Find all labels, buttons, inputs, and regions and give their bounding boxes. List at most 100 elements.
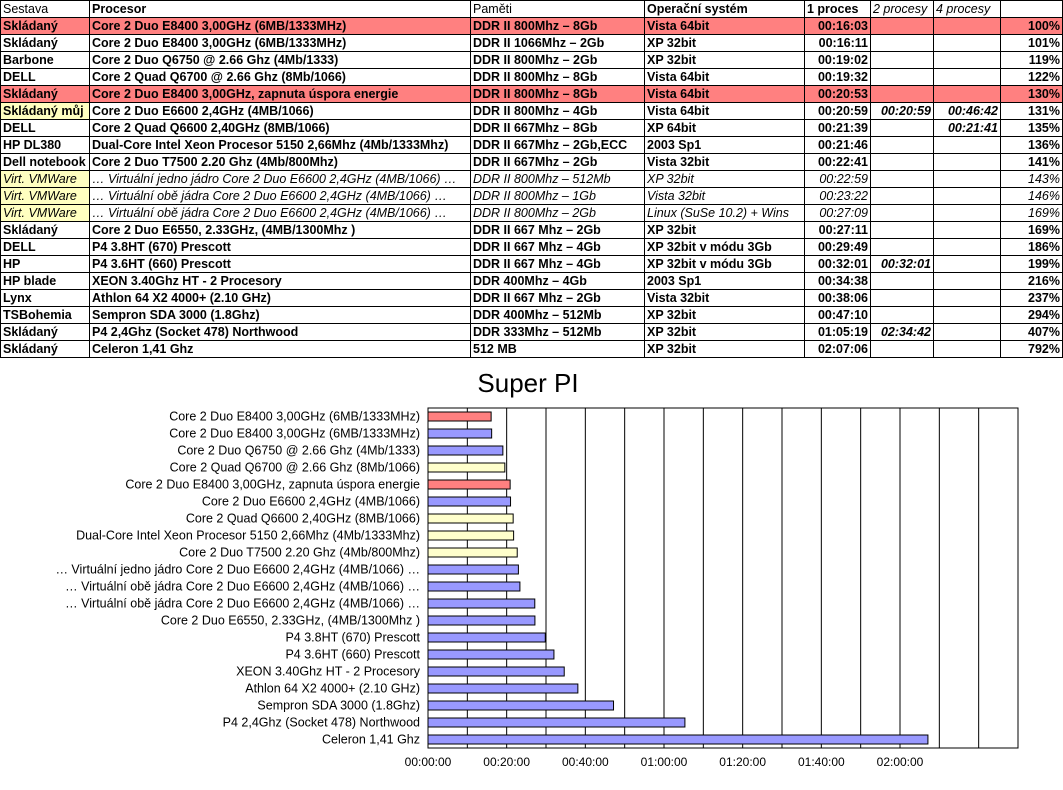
cell-1-proces: 00:21:39 bbox=[804, 119, 871, 137]
cell-sestava: DELL bbox=[0, 238, 90, 256]
cell-1-proces: 00:27:09 bbox=[804, 204, 871, 222]
cell-procesor: … Virtuální obě jádra Core 2 Duo E6600 2… bbox=[89, 204, 471, 222]
cell-1-proces: 00:34:38 bbox=[804, 272, 871, 290]
table-row: Skládaný Core 2 Duo E8400 3,00GHz (6MB/13… bbox=[0, 34, 1063, 52]
cell-procesor: Celeron 1,41 Ghz bbox=[89, 340, 471, 358]
results-table: Sestava Procesor Paměti Operační systém … bbox=[0, 0, 1063, 358]
cell-2-procesy bbox=[870, 68, 934, 86]
header-2-procesy: 2 procesy bbox=[870, 0, 934, 18]
cell-os: Vista 64bit bbox=[644, 85, 805, 103]
cell-sestava: DELL bbox=[0, 119, 90, 137]
cell-2-procesy bbox=[870, 153, 934, 171]
cell-pameti: DDR 333Mhz – 512Mb bbox=[470, 323, 645, 341]
cell-procesor: Core 2 Duo E6550, 2.33GHz, (4MB/1300Mhz … bbox=[89, 221, 471, 239]
cell-percent: 119% bbox=[1000, 51, 1063, 69]
bar bbox=[427, 513, 514, 524]
cell-percent: 216% bbox=[1000, 272, 1063, 290]
bar bbox=[427, 428, 493, 439]
cell-sestava: Skládaný bbox=[0, 323, 90, 341]
category-label: Core 2 Duo Q6750 @ 2.66 Ghz (4Mb/1333) bbox=[177, 444, 420, 458]
cell-1-proces: 02:07:06 bbox=[804, 340, 871, 358]
cell-4-procesy bbox=[933, 221, 1001, 239]
cell-os: 2003 Sp1 bbox=[644, 136, 805, 154]
cell-os: XP 32bit bbox=[644, 323, 805, 341]
cell-procesor: Core 2 Duo E8400 3,00GHz, zapnuta úspora… bbox=[89, 85, 471, 103]
cell-sestava: TSBohemia bbox=[0, 306, 90, 324]
x-tick-label: 00:40:00 bbox=[562, 755, 609, 769]
cell-2-procesy bbox=[870, 17, 934, 35]
category-label: P4 3.8HT (670) Prescott bbox=[285, 631, 420, 645]
cell-procesor: P4 2,4Ghz (Socket 478) Northwood bbox=[89, 323, 471, 341]
x-tick-label: 02:00:00 bbox=[877, 755, 924, 769]
cell-os: XP 32bit v módu 3Gb bbox=[644, 255, 805, 273]
bar bbox=[427, 530, 515, 541]
cell-percent: 131% bbox=[1000, 102, 1063, 120]
category-label: Core 2 Duo E8400 3,00GHz, zapnuta úspora… bbox=[125, 478, 420, 492]
cell-2-procesy bbox=[870, 34, 934, 52]
cell-os: 2003 Sp1 bbox=[644, 272, 805, 290]
cell-2-procesy bbox=[870, 289, 934, 307]
cell-4-procesy bbox=[933, 238, 1001, 256]
cell-procesor: Core 2 Duo E6600 2,4GHz (4MB/1066) bbox=[89, 102, 471, 120]
cell-4-procesy bbox=[933, 85, 1001, 103]
cell-2-procesy bbox=[870, 204, 934, 222]
cell-1-proces: 00:38:06 bbox=[804, 289, 871, 307]
cell-percent: 135% bbox=[1000, 119, 1063, 137]
x-tick-label: 00:20:00 bbox=[483, 755, 530, 769]
cell-pameti: DDR II 800Mhz – 1Gb bbox=[470, 187, 645, 205]
cell-percent: 101% bbox=[1000, 34, 1063, 52]
cell-sestava: Virt. VMWare bbox=[0, 204, 90, 222]
category-label: Core 2 Duo T7500 2.20 Ghz (4Mb/800Mhz) bbox=[179, 546, 420, 560]
cell-1-proces: 00:20:53 bbox=[804, 85, 871, 103]
category-label: XEON 3.40Ghz HT - 2 Procesory bbox=[236, 665, 421, 679]
category-label: Core 2 Duo E6600 2,4GHz (4MB/1066) bbox=[202, 495, 420, 509]
cell-2-procesy: 02:34:42 bbox=[870, 323, 934, 341]
cell-sestava: Lynx bbox=[0, 289, 90, 307]
cell-os: Vista 32bit bbox=[644, 289, 805, 307]
cell-2-procesy bbox=[870, 306, 934, 324]
cell-4-procesy: 00:46:42 bbox=[933, 102, 1001, 120]
chart-title: Super PI bbox=[477, 368, 578, 398]
cell-2-procesy: 00:20:59 bbox=[870, 102, 934, 120]
cell-4-procesy bbox=[933, 51, 1001, 69]
cell-1-proces: 01:05:19 bbox=[804, 323, 871, 341]
cell-4-procesy bbox=[933, 255, 1001, 273]
cell-1-proces: 00:27:11 bbox=[804, 221, 871, 239]
cell-sestava: HP bbox=[0, 255, 90, 273]
cell-procesor: XEON 3.40Ghz HT - 2 Procesory bbox=[89, 272, 471, 290]
table-row: Lynx Athlon 64 X2 4000+ (2.10 GHz) DDR II … bbox=[0, 289, 1063, 307]
cell-os: Vista 64bit bbox=[644, 17, 805, 35]
table-row: Dell notebook Core 2 Duo T7500 2.20 Ghz (… bbox=[0, 153, 1063, 171]
cell-pameti: DDR II 800Mhz – 8Gb bbox=[470, 68, 645, 86]
category-label: … Virtuální obě jádra Core 2 Duo E6600 2… bbox=[65, 597, 420, 611]
cell-procesor: Dual-Core Intel Xeon Procesor 5150 2,66M… bbox=[89, 136, 471, 154]
category-label: Athlon 64 X2 4000+ (2.10 GHz) bbox=[245, 682, 420, 696]
cell-pameti: DDR II 667Mhz – 2Gb,ECC bbox=[470, 136, 645, 154]
bar bbox=[427, 581, 521, 592]
table-header-row: Sestava Procesor Paměti Operační systém … bbox=[0, 0, 1063, 18]
cell-1-proces: 00:19:32 bbox=[804, 68, 871, 86]
cell-os: Vista 64bit bbox=[644, 102, 805, 120]
cell-pameti: DDR 400Mhz – 4Gb bbox=[470, 272, 645, 290]
cell-os: XP 64bit bbox=[644, 119, 805, 137]
cell-procesor: Sempron SDA 3000 (1.8Ghz) bbox=[89, 306, 471, 324]
cell-procesor: Core 2 Duo E8400 3,00GHz (6MB/1333MHz) bbox=[89, 34, 471, 52]
category-label: … Virtuální jedno jádro Core 2 Duo E6600… bbox=[55, 563, 420, 577]
header-4-procesy: 4 procesy bbox=[933, 0, 1001, 18]
cell-percent: 100% bbox=[1000, 17, 1063, 35]
cell-pameti: DDR 400Mhz – 512Mb bbox=[470, 306, 645, 324]
header-os: Operační systém bbox=[644, 0, 805, 18]
category-label: Core 2 Quad Q6600 2,40GHz (8MB/1066) bbox=[186, 512, 420, 526]
cell-pameti: DDR II 667Mhz – 8Gb bbox=[470, 119, 645, 137]
bar bbox=[427, 564, 519, 575]
cell-os: XP 32bit v módu 3Gb bbox=[644, 238, 805, 256]
table-row: Barbone Core 2 Duo Q6750 @ 2.66 Ghz (4Mb/… bbox=[0, 51, 1063, 69]
cell-2-procesy bbox=[870, 51, 934, 69]
x-tick-label: 01:40:00 bbox=[798, 755, 845, 769]
category-label: Core 2 Quad Q6700 @ 2.66 Ghz (8Mb/1066) bbox=[170, 461, 420, 475]
cell-2-procesy bbox=[870, 170, 934, 188]
cell-percent: 186% bbox=[1000, 238, 1063, 256]
cell-sestava: Skládaný můj bbox=[0, 102, 90, 120]
cell-os: XP 32bit bbox=[644, 34, 805, 52]
cell-2-procesy bbox=[870, 340, 934, 358]
